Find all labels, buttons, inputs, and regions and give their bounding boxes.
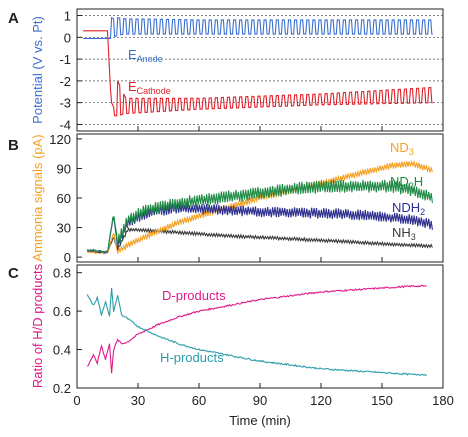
legend-h-products: H-products [160, 350, 224, 365]
y-tick-label: 0 [64, 30, 71, 45]
x-tick-label: 60 [192, 393, 206, 408]
series-nd2h [86, 179, 433, 253]
x-tick-label: 120 [310, 393, 332, 408]
x-tick-label: 90 [253, 393, 267, 408]
legend-nd2h-main: ND [390, 174, 409, 189]
legend-ndh2-main: ND [392, 200, 411, 215]
legend-nh3-sub: 3 [411, 232, 416, 242]
y-tick-label: 30 [57, 221, 71, 236]
legend-e-anode-main: E [128, 47, 137, 62]
legend-e-anode: EAnode [128, 47, 163, 64]
x-tick-label: 0 [73, 393, 80, 408]
x-tick-label: 180 [432, 393, 454, 408]
x-tick-label: 150 [371, 393, 393, 408]
legend-nd3-sub: 3 [409, 147, 414, 157]
y-tick-label: -1 [59, 52, 71, 67]
series-nh3 [86, 227, 433, 254]
legend-nd2h: ND2H [390, 174, 423, 191]
y-tick-label: 0.2 [53, 381, 71, 396]
legend-nd2h-sub: 2 [409, 181, 414, 191]
y-tick-label: -2 [59, 74, 71, 89]
legend-e-cathode-sub: Cathode [137, 86, 171, 96]
series-nd3 [87, 159, 433, 255]
y-tick-label: 90 [57, 161, 71, 176]
legend-e-cathode-main: E [128, 79, 137, 94]
panel-label-c: C [8, 265, 19, 282]
y-tick-label: 0.4 [53, 343, 71, 358]
legend-nd3-main: ND [390, 140, 409, 155]
y-tick-label: 0.8 [53, 266, 71, 281]
panel-c-ylabel: Ratio of H/D products [30, 263, 45, 388]
series-e-anode [83, 16, 433, 39]
legend-e-anode-sub: Anode [137, 54, 163, 64]
panel-label-b: B [8, 137, 19, 154]
legend-nh3-main: NH [392, 225, 411, 240]
legend-nd2h-suffix: H [414, 174, 423, 189]
panel-c: Ratio of H/D products 0.8 0.6 0.4 0.2 D-pro… [30, 263, 444, 396]
legend-ndh2-sub: 2 [420, 207, 425, 217]
y-tick-label: 0.6 [53, 304, 71, 319]
y-tick-label: 0 [64, 250, 71, 265]
legend-e-cathode: ECathode [128, 79, 171, 96]
y-tick-label: 1 [64, 9, 71, 24]
y-tick-label: 120 [49, 132, 71, 147]
series-d-products [86, 284, 427, 374]
series-h-products [86, 288, 427, 376]
series-e-cathode [83, 30, 433, 117]
panel-a-ylabel: Potential (V vs. Pt) [30, 16, 45, 124]
panel-c-frame [76, 264, 444, 389]
panel-a: Potential (V vs. Pt) 10-1-2-3-4 EAnode E… [30, 8, 444, 132]
panel-label-a: A [8, 10, 19, 27]
legend-ndh2: NDH2 [392, 200, 425, 217]
x-tick-label: 30 [131, 393, 145, 408]
x-axis: 0 30 60 90 120 150 180 [73, 126, 454, 408]
legend-nh3: NH3 [392, 225, 416, 242]
legend-d-products: D-products [162, 288, 226, 303]
series-ndh2 [86, 203, 433, 254]
y-tick-label: 60 [57, 191, 71, 206]
y-tick-label: -3 [59, 96, 71, 111]
panel-b-ylabel: Ammonia signals (pA) [30, 134, 45, 261]
legend-ndh2-suffix: H [411, 200, 420, 215]
x-axis-label: Time (min) [229, 413, 291, 428]
legend-nd3: ND3 [390, 140, 414, 157]
y-tick-label: -4 [59, 117, 71, 132]
